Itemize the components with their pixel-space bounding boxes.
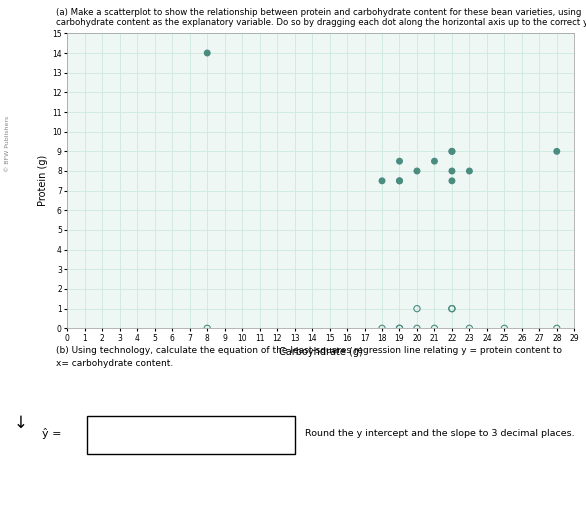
Point bbox=[447, 147, 456, 155]
Point bbox=[413, 305, 422, 313]
Point bbox=[552, 324, 561, 332]
Point bbox=[465, 324, 474, 332]
Point bbox=[500, 324, 509, 332]
Point bbox=[413, 167, 422, 175]
Text: (b) Using technology, calculate the equation of the least-squares regression lin: (b) Using technology, calculate the equa… bbox=[56, 346, 561, 356]
Text: x= carbohydrate content.: x= carbohydrate content. bbox=[56, 359, 173, 368]
Point bbox=[430, 324, 439, 332]
Point bbox=[395, 324, 404, 332]
Point bbox=[552, 147, 561, 155]
Point bbox=[395, 176, 404, 185]
Y-axis label: Protein (g): Protein (g) bbox=[38, 155, 48, 206]
Point bbox=[447, 305, 456, 313]
Point bbox=[377, 176, 387, 185]
Text: ↓: ↓ bbox=[13, 414, 28, 432]
Text: (a) Make a scatterplot to show the relationship between protein and carbohydrate: (a) Make a scatterplot to show the relat… bbox=[56, 8, 581, 17]
Text: Round the y intercept and the slope to 3 decimal places.: Round the y intercept and the slope to 3… bbox=[305, 429, 575, 438]
Point bbox=[413, 324, 422, 332]
Text: ŷ =: ŷ = bbox=[42, 428, 62, 439]
Point bbox=[395, 324, 404, 332]
Point bbox=[447, 147, 456, 155]
Point bbox=[447, 176, 456, 185]
Point bbox=[395, 176, 404, 185]
Point bbox=[447, 305, 456, 313]
X-axis label: Carboyhdrate (g): Carboyhdrate (g) bbox=[279, 347, 363, 357]
Point bbox=[430, 157, 439, 165]
Point bbox=[203, 324, 212, 332]
Point bbox=[465, 167, 474, 175]
Point bbox=[203, 49, 212, 57]
Text: © BFW Publishers: © BFW Publishers bbox=[5, 115, 10, 172]
Point bbox=[377, 324, 387, 332]
Text: carbohydrate content as the explanatory variable. Do so by dragging each dot alo: carbohydrate content as the explanatory … bbox=[56, 18, 586, 27]
Point bbox=[395, 157, 404, 165]
Point bbox=[447, 167, 456, 175]
